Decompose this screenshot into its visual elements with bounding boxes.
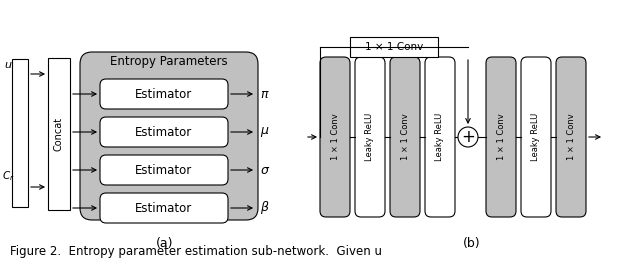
Text: 1 × 1 Conv: 1 × 1 Conv [566,114,575,160]
Text: Entropy Parameters: Entropy Parameters [110,56,228,68]
Text: Figure 2.  Entropy parameter estimation sub-network.  Given u: Figure 2. Entropy parameter estimation s… [10,245,382,258]
FancyBboxPatch shape [80,52,258,220]
Text: 1 × 1 Conv: 1 × 1 Conv [330,114,339,160]
FancyBboxPatch shape [390,57,420,217]
Text: (b): (b) [463,237,481,250]
Text: Leaky ReLU: Leaky ReLU [365,113,374,161]
Text: $\sigma$: $\sigma$ [260,163,270,177]
Text: +: + [461,128,475,146]
Text: (a): (a) [156,237,173,250]
Text: 1 × 1 Conv: 1 × 1 Conv [401,114,410,160]
FancyBboxPatch shape [100,193,228,223]
FancyBboxPatch shape [100,117,228,147]
Bar [48,58,70,210]
Text: $C_r$: $C_r$ [2,169,14,183]
Text: Estimator: Estimator [136,88,193,101]
Text: Concat: Concat [54,117,64,151]
Text: 1 × 1 Conv: 1 × 1 Conv [365,42,423,52]
Text: $\mu$: $\mu$ [260,125,269,139]
Text: Estimator: Estimator [136,201,193,215]
Text: $\beta$: $\beta$ [260,199,269,216]
FancyBboxPatch shape [486,57,516,217]
Text: Estimator: Estimator [136,163,193,177]
Bar [350,37,438,57]
FancyBboxPatch shape [556,57,586,217]
Text: 1 × 1 Conv: 1 × 1 Conv [497,114,506,160]
Text: $\pi$: $\pi$ [260,88,269,101]
FancyBboxPatch shape [100,79,228,109]
FancyBboxPatch shape [100,155,228,185]
Text: $u$: $u$ [4,60,12,70]
Text: Leaky ReLU: Leaky ReLU [531,113,541,161]
Bar [12,59,28,207]
FancyBboxPatch shape [425,57,455,217]
Text: Estimator: Estimator [136,125,193,139]
FancyBboxPatch shape [521,57,551,217]
FancyBboxPatch shape [320,57,350,217]
Text: Leaky ReLU: Leaky ReLU [435,113,445,161]
Circle shape [458,127,478,147]
FancyBboxPatch shape [355,57,385,217]
